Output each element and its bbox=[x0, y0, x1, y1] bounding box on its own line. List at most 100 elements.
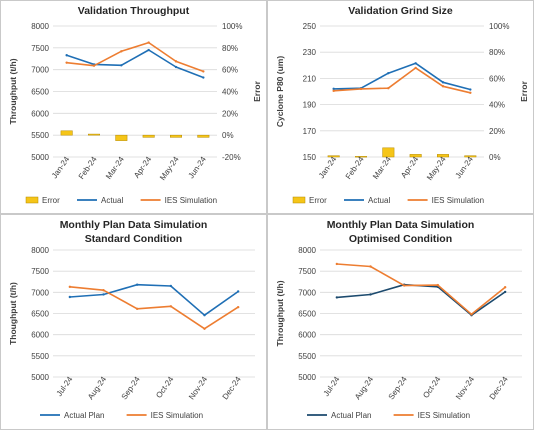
legend-swatch bbox=[25, 196, 39, 204]
y-tick-label: 5500 bbox=[31, 352, 49, 361]
data-point bbox=[202, 70, 205, 73]
series-line-actual-plan bbox=[69, 283, 239, 316]
y-tick-label: 8000 bbox=[298, 246, 316, 255]
data-point bbox=[65, 54, 68, 57]
x-tick-label: Jul-24 bbox=[322, 375, 342, 398]
y2-tick-label: 60% bbox=[489, 74, 505, 83]
legend-swatch bbox=[292, 196, 306, 204]
data-point bbox=[470, 313, 473, 316]
series-line-actual-plan bbox=[336, 283, 506, 316]
x-tick-label: Jul-24 bbox=[55, 375, 75, 398]
data-point bbox=[503, 286, 507, 289]
y-axis-label: Throughput (t/h) bbox=[275, 280, 285, 346]
y2-tick-label: 100% bbox=[489, 22, 509, 31]
y-tick-label: 8000 bbox=[31, 246, 49, 255]
data-point bbox=[387, 87, 390, 90]
series-line-actual bbox=[66, 49, 204, 79]
data-point bbox=[441, 81, 445, 84]
data-point bbox=[120, 50, 123, 53]
chart-panel-plan-standard: Monthly Plan Data Simulation Standard Con… bbox=[1, 215, 266, 429]
data-point bbox=[203, 327, 206, 330]
y2-axis-label: Error bbox=[519, 80, 529, 101]
x-tick-label: May-24 bbox=[158, 155, 181, 182]
chart-svg: Validation Throughput 5000 5500 6000 6500 700… bbox=[8, 5, 262, 205]
chart-panel-validation-throughput: Validation Throughput 5000 5500 6000 6500 700… bbox=[1, 1, 266, 213]
x-tick-label: Mar-24 bbox=[104, 155, 126, 181]
data-point bbox=[65, 61, 68, 64]
error-bar bbox=[382, 147, 395, 158]
data-point bbox=[174, 65, 178, 69]
y-axis-label: Throughput (t/h) bbox=[8, 58, 18, 124]
y-tick-label: 6000 bbox=[31, 109, 49, 118]
y-tick-label: 170 bbox=[303, 127, 317, 136]
legend-label: Actual bbox=[368, 196, 390, 205]
x-tick-label: Oct-24 bbox=[421, 375, 442, 400]
data-point bbox=[436, 283, 440, 287]
x-tick-label: Jun-24 bbox=[187, 155, 209, 181]
error-bar bbox=[464, 155, 477, 158]
x-tick-label: Jan-24 bbox=[50, 155, 72, 181]
data-point bbox=[335, 262, 339, 266]
data-point bbox=[414, 62, 417, 65]
legend-label: Error bbox=[309, 196, 327, 205]
y2-tick-label: 60% bbox=[222, 66, 238, 75]
error-bar bbox=[88, 133, 100, 136]
y2-tick-label: 20% bbox=[222, 109, 238, 118]
chart-svg: Monthly Plan Data Simulation Optimised Co… bbox=[275, 219, 522, 420]
y-tick-label: 7000 bbox=[31, 288, 49, 297]
chart-panel-validation-grind-size: Validation Grind Size 150 170 190 210 230 250 C… bbox=[268, 1, 533, 213]
y2-tick-label: 40% bbox=[489, 101, 505, 110]
y2-tick-label: -20% bbox=[222, 153, 241, 162]
y-axis-label: Thoughput (t/h) bbox=[8, 282, 18, 345]
y-tick-label: 150 bbox=[303, 153, 317, 162]
legend-label: IES Simulation bbox=[432, 196, 484, 205]
legend-label: Actual bbox=[101, 196, 123, 205]
error-bar bbox=[197, 134, 210, 138]
data-point bbox=[369, 293, 372, 296]
chart-title: Validation Grind Size bbox=[348, 5, 453, 17]
chart-svg: Validation Grind Size 150 170 190 210 230 250 C… bbox=[275, 5, 529, 205]
legend-label: IES Simulation bbox=[165, 196, 217, 205]
data-point bbox=[203, 313, 206, 317]
data-point bbox=[147, 48, 150, 52]
data-point bbox=[174, 60, 178, 63]
y-tick-label: 6500 bbox=[31, 88, 49, 97]
x-tick-label: Jun-24 bbox=[454, 155, 476, 181]
data-point bbox=[120, 64, 123, 67]
y2-tick-label: 80% bbox=[222, 44, 238, 53]
data-point bbox=[68, 285, 72, 289]
y-tick-label: 250 bbox=[303, 22, 317, 31]
data-point bbox=[135, 283, 139, 286]
y2-tick-label: 40% bbox=[222, 88, 238, 97]
y-tick-label: 190 bbox=[303, 101, 317, 110]
y-tick-label: 7500 bbox=[31, 267, 49, 276]
y2-tick-label: 20% bbox=[489, 127, 505, 136]
chart-title: Monthly Plan Data Simulation bbox=[60, 219, 208, 231]
y-tick-label: 6500 bbox=[31, 310, 49, 319]
legend-label: IES Simulation bbox=[151, 411, 203, 420]
data-point bbox=[102, 293, 105, 296]
y2-axis-label: Error bbox=[252, 80, 262, 101]
y-tick-label: 5000 bbox=[31, 373, 49, 382]
error-bar bbox=[355, 156, 367, 158]
y-tick-label: 7000 bbox=[298, 288, 316, 297]
data-point bbox=[441, 85, 445, 88]
chart-svg: Monthly Plan Data Simulation Standard Con… bbox=[8, 219, 255, 420]
data-point bbox=[402, 284, 406, 287]
data-point bbox=[332, 87, 335, 91]
legend-label: Actual Plan bbox=[331, 411, 371, 420]
y-tick-label: 7000 bbox=[31, 66, 49, 75]
data-point bbox=[169, 284, 173, 288]
x-tick-label: Mar-24 bbox=[371, 155, 393, 181]
x-tick-label: Sep-24 bbox=[387, 375, 409, 402]
legend-label: IES Simulation bbox=[418, 411, 470, 420]
y-tick-label: 210 bbox=[303, 74, 317, 83]
x-tick-label: Jan-24 bbox=[317, 155, 339, 181]
data-point bbox=[359, 87, 363, 91]
x-tick-label: Feb-24 bbox=[77, 155, 99, 181]
y-tick-label: 5000 bbox=[298, 373, 316, 382]
data-point bbox=[332, 89, 335, 93]
data-point bbox=[92, 64, 96, 67]
data-point bbox=[469, 88, 472, 91]
